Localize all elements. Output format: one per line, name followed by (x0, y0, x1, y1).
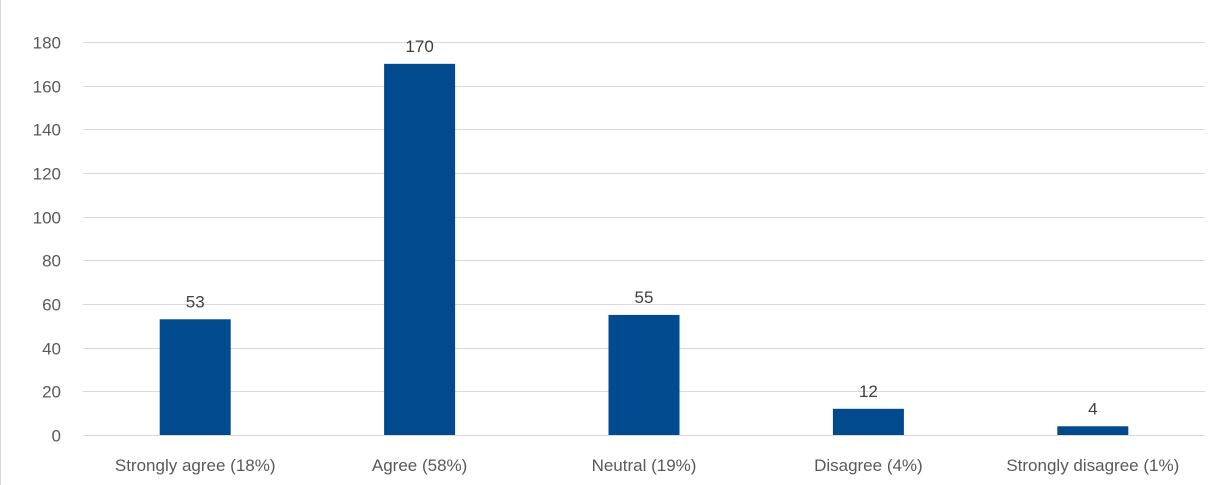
bar (832, 408, 904, 435)
gridlines (83, 42, 1205, 436)
bar (384, 63, 456, 435)
bars (159, 63, 1129, 435)
x-category-label: Strongly disagree (1%) (1006, 456, 1179, 475)
y-tick-label: 160 (33, 78, 61, 97)
y-axis-ticks: 0 20 40 60 80 100 120 140 160 180 (33, 34, 61, 446)
y-tick-label: 120 (33, 165, 61, 184)
y-tick-label: 40 (42, 340, 61, 359)
bar (159, 319, 231, 435)
data-label: 170 (405, 37, 433, 56)
data-labels: 53 170 55 12 4 (186, 37, 1098, 418)
x-axis-categories: Strongly agree (18%) Agree (58%) Neutral (… (115, 456, 1179, 475)
x-category-label: Agree (58%) (372, 456, 467, 475)
data-label: 55 (635, 288, 654, 307)
y-tick-label: 100 (33, 209, 61, 228)
y-tick-label: 20 (42, 383, 61, 402)
y-tick-label: 180 (33, 34, 61, 53)
y-tick-label: 0 (52, 427, 61, 446)
data-label: 53 (186, 292, 205, 311)
x-category-label: Disagree (4%) (814, 456, 923, 475)
bar (1057, 426, 1129, 435)
data-label: 12 (859, 382, 878, 401)
x-category-label: Strongly agree (18%) (115, 456, 276, 475)
x-category-label: Neutral (19%) (592, 456, 697, 475)
y-tick-label: 60 (42, 296, 61, 315)
y-tick-label: 140 (33, 121, 61, 140)
y-tick-label: 80 (42, 252, 61, 271)
data-label: 4 (1088, 399, 1097, 418)
bar (608, 314, 680, 435)
